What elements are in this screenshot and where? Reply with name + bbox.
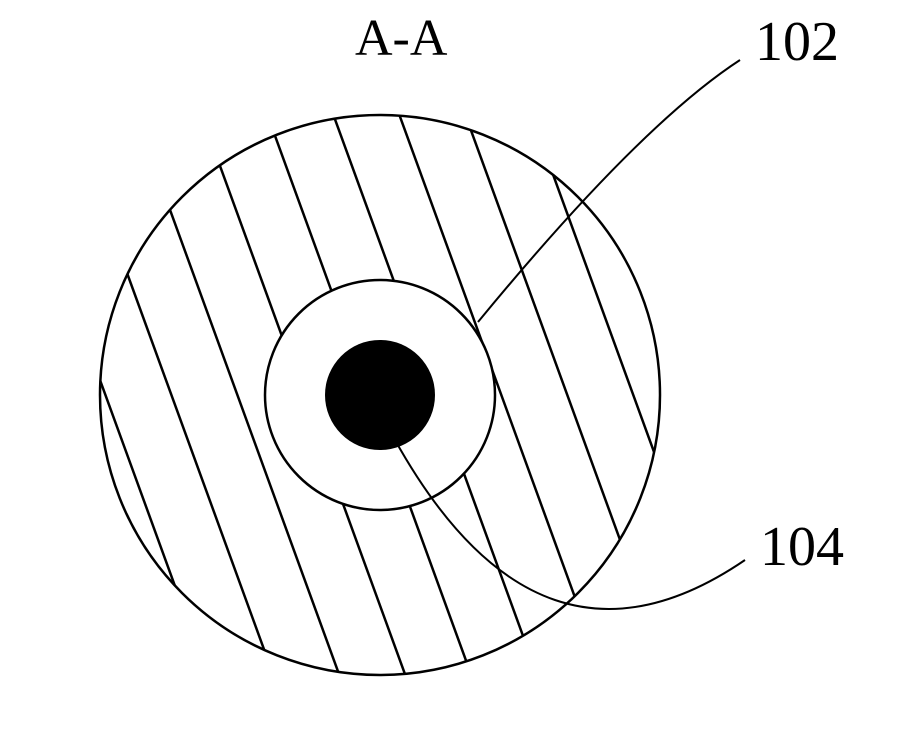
callout-label-104: 104 (760, 516, 844, 578)
section-diagram: 102 104 A-A (0, 0, 900, 742)
hatch-line (0, 0, 367, 742)
hatch-line (200, 0, 775, 742)
callouts: 102 104 (395, 11, 844, 609)
hatch-fill (0, 0, 900, 742)
hatch-line (25, 0, 600, 742)
core-circle (325, 340, 435, 450)
hatch-line (0, 0, 308, 742)
hatch-line (0, 0, 541, 742)
leader-102 (478, 60, 740, 322)
callout-label-102: 102 (755, 11, 839, 73)
hatch-line (0, 0, 250, 742)
section-label: A-A (355, 10, 448, 67)
hatch-line (375, 0, 900, 742)
